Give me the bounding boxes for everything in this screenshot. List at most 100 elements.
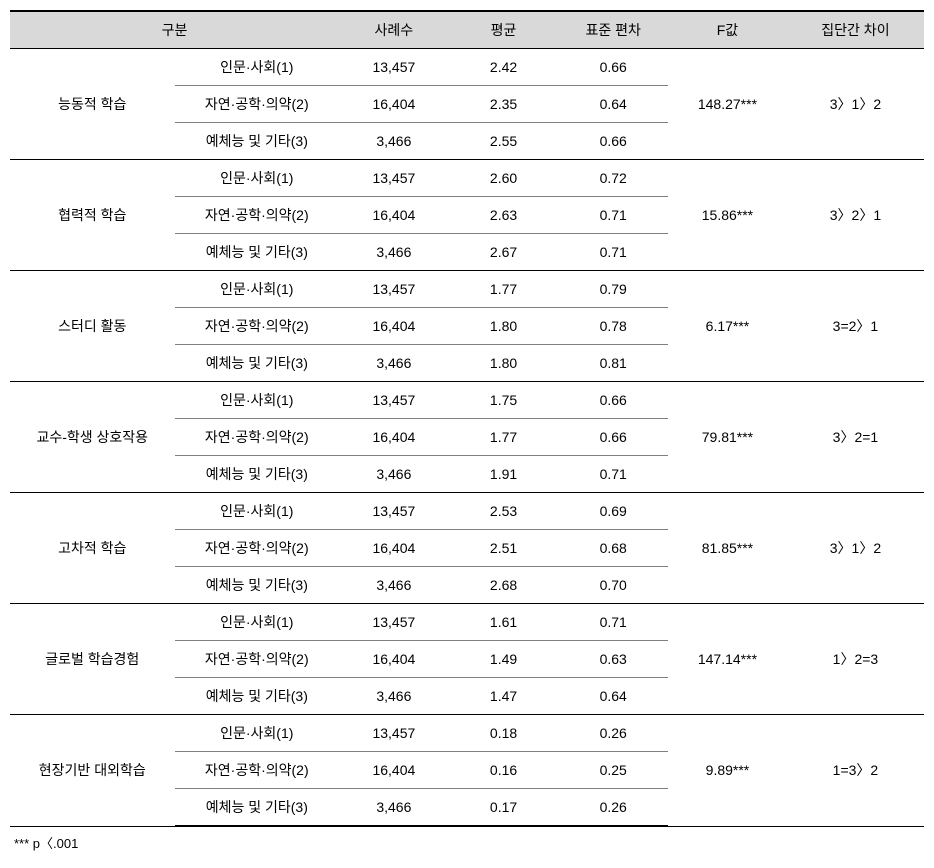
mean-cell: 1.80 xyxy=(449,345,559,382)
col-category: 구분 xyxy=(10,11,339,49)
subgroup-label: 예체능 및 기타(3) xyxy=(175,456,340,493)
subgroup-label: 인문·사회(1) xyxy=(175,160,340,197)
subgroup-label: 예체능 및 기타(3) xyxy=(175,345,340,382)
mean-cell: 0.17 xyxy=(449,789,559,827)
stddev-cell: 0.66 xyxy=(558,49,668,86)
category-cell: 교수-학생 상호작용 xyxy=(10,382,175,493)
cases-cell: 16,404 xyxy=(339,752,449,789)
mean-cell: 1.49 xyxy=(449,641,559,678)
subgroup-label: 예체능 및 기타(3) xyxy=(175,789,340,827)
mean-cell: 2.51 xyxy=(449,530,559,567)
mean-cell: 1.91 xyxy=(449,456,559,493)
cases-cell: 3,466 xyxy=(339,234,449,271)
subgroup-label: 자연·공학·의약(2) xyxy=(175,86,340,123)
stddev-cell: 0.66 xyxy=(558,123,668,160)
category-cell: 글로벌 학습경험 xyxy=(10,604,175,715)
cases-cell: 13,457 xyxy=(339,715,449,752)
mean-cell: 2.55 xyxy=(449,123,559,160)
stddev-cell: 0.64 xyxy=(558,678,668,715)
table-row: 고차적 학습인문·사회(1)13,4572.530.6981.85***3〉1〉… xyxy=(10,493,924,530)
table-row: 현장기반 대외학습인문·사회(1)13,4570.180.269.89***1=… xyxy=(10,715,924,752)
mean-cell: 2.63 xyxy=(449,197,559,234)
stddev-cell: 0.63 xyxy=(558,641,668,678)
mean-cell: 2.60 xyxy=(449,160,559,197)
stddev-cell: 0.71 xyxy=(558,456,668,493)
groupdiff-cell: 3=2〉1 xyxy=(787,271,924,382)
groupdiff-cell: 3〉2=1 xyxy=(787,382,924,493)
subgroup-label: 예체능 및 기타(3) xyxy=(175,123,340,160)
table-row: 교수-학생 상호작용인문·사회(1)13,4571.750.6679.81***… xyxy=(10,382,924,419)
stddev-cell: 0.25 xyxy=(558,752,668,789)
subgroup-label: 인문·사회(1) xyxy=(175,382,340,419)
category-cell: 스터디 활동 xyxy=(10,271,175,382)
cases-cell: 13,457 xyxy=(339,382,449,419)
groupdiff-cell: 1=3〉2 xyxy=(787,715,924,827)
stddev-cell: 0.72 xyxy=(558,160,668,197)
cases-cell: 3,466 xyxy=(339,567,449,604)
cases-cell: 13,457 xyxy=(339,271,449,308)
cases-cell: 13,457 xyxy=(339,604,449,641)
fvalue-cell: 148.27*** xyxy=(668,49,787,160)
stddev-cell: 0.71 xyxy=(558,234,668,271)
category-cell: 능동적 학습 xyxy=(10,49,175,160)
subgroup-label: 인문·사회(1) xyxy=(175,715,340,752)
cases-cell: 16,404 xyxy=(339,530,449,567)
statistics-table: 구분 사례수 평균 표준 편차 F값 집단간 차이 능동적 학습인문·사회(1)… xyxy=(10,10,924,827)
footnote: *** p〈.001 xyxy=(10,827,924,858)
fvalue-cell: 81.85*** xyxy=(668,493,787,604)
subgroup-label: 자연·공학·의약(2) xyxy=(175,752,340,789)
table-row: 협력적 학습인문·사회(1)13,4572.600.7215.86***3〉2〉… xyxy=(10,160,924,197)
cases-cell: 3,466 xyxy=(339,678,449,715)
mean-cell: 2.42 xyxy=(449,49,559,86)
subgroup-label: 예체능 및 기타(3) xyxy=(175,234,340,271)
table-row: 글로벌 학습경험인문·사회(1)13,4571.610.71147.14***1… xyxy=(10,604,924,641)
fvalue-cell: 147.14*** xyxy=(668,604,787,715)
groupdiff-cell: 3〉1〉2 xyxy=(787,493,924,604)
stddev-cell: 0.81 xyxy=(558,345,668,382)
cases-cell: 3,466 xyxy=(339,123,449,160)
stddev-cell: 0.26 xyxy=(558,715,668,752)
stddev-cell: 0.64 xyxy=(558,86,668,123)
col-cases: 사례수 xyxy=(339,11,449,49)
category-cell: 협력적 학습 xyxy=(10,160,175,271)
subgroup-label: 자연·공학·의약(2) xyxy=(175,419,340,456)
table-header-row: 구분 사례수 평균 표준 편차 F값 집단간 차이 xyxy=(10,11,924,49)
subgroup-label: 예체능 및 기타(3) xyxy=(175,567,340,604)
cases-cell: 13,457 xyxy=(339,160,449,197)
mean-cell: 1.47 xyxy=(449,678,559,715)
table-row: 스터디 활동인문·사회(1)13,4571.770.796.17***3=2〉1 xyxy=(10,271,924,308)
stddev-cell: 0.68 xyxy=(558,530,668,567)
cases-cell: 13,457 xyxy=(339,49,449,86)
mean-cell: 1.77 xyxy=(449,271,559,308)
mean-cell: 1.61 xyxy=(449,604,559,641)
table-row: 능동적 학습인문·사회(1)13,4572.420.66148.27***3〉1… xyxy=(10,49,924,86)
subgroup-label: 자연·공학·의약(2) xyxy=(175,197,340,234)
mean-cell: 1.80 xyxy=(449,308,559,345)
stddev-cell: 0.70 xyxy=(558,567,668,604)
subgroup-label: 인문·사회(1) xyxy=(175,604,340,641)
stddev-cell: 0.71 xyxy=(558,197,668,234)
col-stddev: 표준 편차 xyxy=(558,11,668,49)
cases-cell: 13,457 xyxy=(339,493,449,530)
subgroup-label: 인문·사회(1) xyxy=(175,49,340,86)
stddev-cell: 0.26 xyxy=(558,789,668,827)
col-mean: 평균 xyxy=(449,11,559,49)
cases-cell: 16,404 xyxy=(339,641,449,678)
mean-cell: 1.77 xyxy=(449,419,559,456)
cases-cell: 16,404 xyxy=(339,419,449,456)
stddev-cell: 0.66 xyxy=(558,419,668,456)
subgroup-label: 예체능 및 기타(3) xyxy=(175,678,340,715)
stddev-cell: 0.79 xyxy=(558,271,668,308)
groupdiff-cell: 3〉2〉1 xyxy=(787,160,924,271)
stddev-cell: 0.78 xyxy=(558,308,668,345)
mean-cell: 2.67 xyxy=(449,234,559,271)
cases-cell: 16,404 xyxy=(339,197,449,234)
groupdiff-cell: 1〉2=3 xyxy=(787,604,924,715)
col-groupdiff: 집단간 차이 xyxy=(787,11,924,49)
mean-cell: 1.75 xyxy=(449,382,559,419)
col-fvalue: F값 xyxy=(668,11,787,49)
stddev-cell: 0.71 xyxy=(558,604,668,641)
subgroup-label: 자연·공학·의약(2) xyxy=(175,641,340,678)
category-cell: 고차적 학습 xyxy=(10,493,175,604)
category-cell: 현장기반 대외학습 xyxy=(10,715,175,827)
